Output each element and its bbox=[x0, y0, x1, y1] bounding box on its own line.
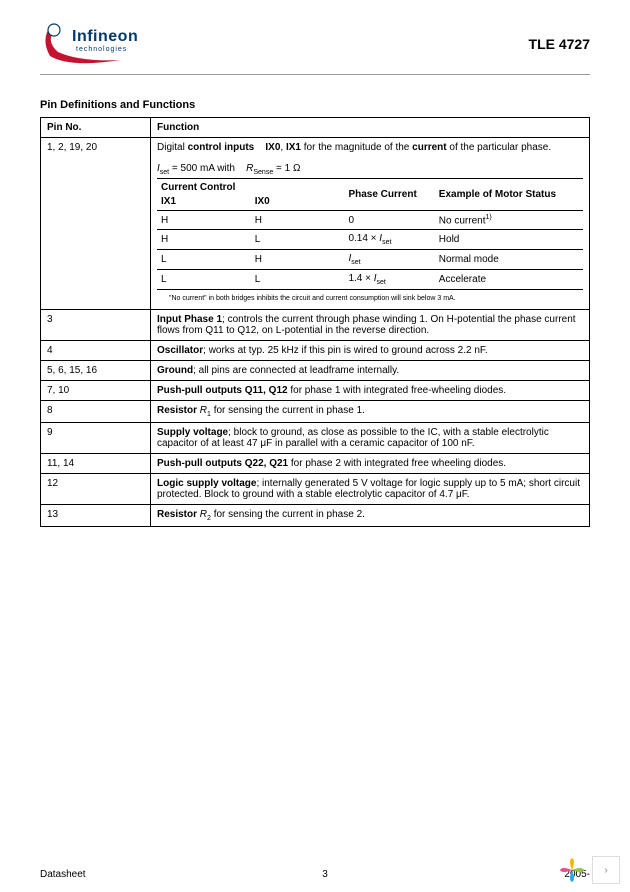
logo-subtext: technologies bbox=[76, 46, 127, 53]
header: Infineon technologies TLE 4727 bbox=[40, 20, 590, 75]
table-row: 5, 6, 15, 16 Ground; all pins are connec… bbox=[41, 361, 590, 381]
table-row: 3 Input Phase 1; controls the current th… bbox=[41, 310, 590, 341]
th-pin: Pin No. bbox=[41, 118, 151, 138]
table-row: 7, 10 Push-pull outputs Q11, Q12 for pha… bbox=[41, 381, 590, 401]
footer-page: 3 bbox=[322, 869, 328, 880]
chevron-right-icon: › bbox=[604, 865, 607, 876]
part-number: TLE 4727 bbox=[529, 36, 590, 52]
footer: Datasheet 3 2005- bbox=[40, 869, 590, 880]
section-title: Pin Definitions and Functions bbox=[40, 99, 590, 111]
table-row: 8 Resistor R1 for sensing the current in… bbox=[41, 401, 590, 423]
footnote: "No current" in both bridges inhibits th… bbox=[169, 294, 583, 303]
th-function: Function bbox=[151, 118, 590, 138]
pin-cell: 1, 2, 19, 20 bbox=[41, 138, 151, 310]
inner-table: Current Control Phase Current Example of… bbox=[157, 178, 583, 290]
table-row: 11, 14 Push-pull outputs Q22, Q21 for ph… bbox=[41, 454, 590, 474]
table-row: 1, 2, 19, 20 Digital control inputs IX0,… bbox=[41, 138, 590, 310]
inner-row: H H 0 No current1) bbox=[157, 211, 583, 230]
logo-text: Infineon bbox=[72, 28, 138, 46]
flower-icon bbox=[558, 856, 586, 884]
condition-line: Iset = 500 mA with RSense = 1 Ω bbox=[157, 163, 583, 176]
next-page-button[interactable]: › bbox=[592, 856, 620, 884]
table-row: 12 Logic supply voltage; internally gene… bbox=[41, 474, 590, 505]
inner-row: L H Iset Normal mode bbox=[157, 250, 583, 270]
logo: Infineon technologies bbox=[40, 20, 160, 68]
footer-left: Datasheet bbox=[40, 869, 86, 880]
inner-row: H L 0.14 × Iset Hold bbox=[157, 230, 583, 250]
table-row: 9 Supply voltage; block to ground, as cl… bbox=[41, 423, 590, 454]
table-row: 4 Oscillator; works at typ. 25 kHz if th… bbox=[41, 341, 590, 361]
embedded-table-wrap: Iset = 500 mA with RSense = 1 Ω Current … bbox=[157, 163, 583, 303]
page: Infineon technologies TLE 4727 Pin Defin… bbox=[0, 0, 630, 547]
func-cell: Digital control inputs IX0, IX1 for the … bbox=[151, 138, 590, 310]
inner-row: L L 1.4 × Iset Accelerate bbox=[157, 270, 583, 290]
pin-table: Pin No. Function 1, 2, 19, 20 Digital co… bbox=[40, 117, 590, 527]
table-row: 13 Resistor R2 for sensing the current i… bbox=[41, 505, 590, 527]
